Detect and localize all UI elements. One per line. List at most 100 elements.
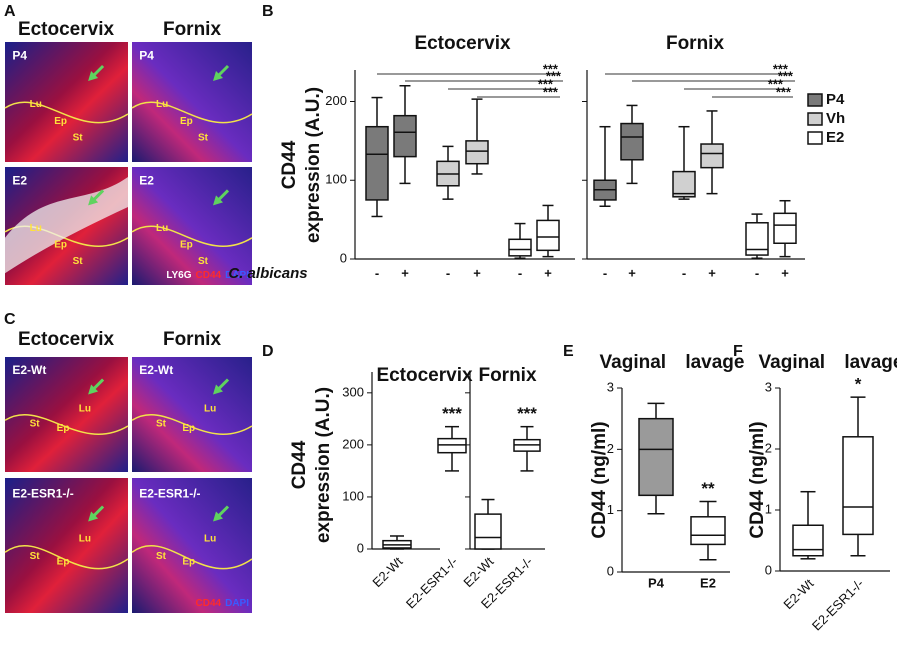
arrow-head — [88, 511, 99, 522]
box — [474, 513, 502, 550]
arrow-head — [213, 195, 223, 206]
box — [365, 125, 389, 201]
tissue-boundary — [131, 101, 253, 124]
tissue-boundary — [4, 101, 129, 124]
significance: *** — [442, 404, 462, 423]
box — [465, 140, 489, 165]
x-tick-label: E2-Wt — [780, 576, 816, 612]
y-tick-label: 0 — [607, 563, 614, 578]
box — [393, 114, 417, 158]
legend-label: Vh — [826, 110, 845, 127]
box — [690, 516, 726, 546]
box — [773, 212, 797, 244]
comparison-label: *** — [543, 84, 559, 99]
x-tick-label: - — [446, 265, 450, 280]
x-tick-label: - — [518, 265, 522, 280]
legend-swatch — [807, 112, 823, 126]
x-tick-label: - — [603, 265, 607, 280]
box — [672, 170, 696, 198]
tissue-label: St — [30, 551, 41, 562]
tissue-label: Ep — [54, 116, 67, 127]
panel-label: F — [733, 343, 743, 360]
x-tick-label: E2-Wt — [369, 554, 405, 590]
tissue-label: St — [30, 418, 41, 429]
x-tick-label: - — [375, 265, 379, 280]
y-axis-label: CD44 — [279, 140, 300, 189]
x-tick-label: E2-Wt — [460, 554, 496, 590]
tissue-label: St — [73, 133, 84, 144]
comparison-label: *** — [778, 68, 794, 83]
tissue-label: Lu — [156, 99, 168, 110]
stain-legend-entry: DAPI — [225, 598, 249, 609]
y-tick-label: 0 — [765, 562, 772, 577]
chart-title: Ectocervix — [414, 33, 511, 54]
tissue-label: Lu — [30, 99, 42, 110]
tissue-label: Ep — [57, 423, 70, 434]
y-tick-label: 100 — [325, 172, 347, 187]
legend-swatch — [807, 131, 823, 145]
panel-label: A — [4, 3, 16, 20]
box — [700, 143, 724, 169]
tissue-label: Lu — [79, 403, 91, 414]
tissue-label: Lu — [79, 533, 91, 544]
x-tick-label: + — [401, 265, 409, 280]
chart-title: Fornix — [666, 33, 724, 54]
comparison-label: *** — [538, 76, 554, 91]
tissue-boundary — [4, 413, 129, 435]
condition-label: E2 — [139, 173, 154, 187]
box — [620, 122, 644, 161]
stain-legend-entry: CD44 — [196, 270, 222, 281]
neutrophil-signal — [5, 177, 128, 274]
tissue-label: Ep — [182, 423, 195, 434]
image-column-header: Ectocervix — [18, 19, 115, 40]
box — [842, 436, 874, 536]
arrow-head — [213, 511, 223, 522]
tissue-label: Ep — [57, 556, 70, 567]
x-tick-label: + — [708, 265, 716, 280]
chart-title: Vaginal lavage — [759, 352, 897, 373]
y-axis-label: expression (A.U.) — [303, 87, 324, 243]
condition-label: P4 — [139, 49, 154, 63]
y-tick-label: 2 — [765, 440, 772, 455]
y-tick-label: 0 — [340, 250, 347, 265]
legend-label: P4 — [826, 91, 845, 108]
x-tick-label: E2 — [700, 575, 716, 590]
box — [792, 524, 824, 557]
stain-legend: CD44 DAPI — [196, 598, 250, 609]
box — [508, 238, 532, 257]
tissue-boundary — [131, 225, 253, 247]
image-column-header: Fornix — [163, 329, 221, 350]
box — [745, 222, 769, 256]
condition-label: E2-Wt — [12, 363, 46, 377]
chart-title: Ectocervix — [376, 365, 473, 386]
chart-title: Vaginal lavage — [600, 352, 745, 373]
chart-title: Fornix — [478, 365, 536, 386]
condition-label: E2-Wt — [139, 363, 173, 377]
arrow-head — [88, 384, 99, 395]
arrow-head — [88, 195, 99, 206]
tissue-label: St — [156, 418, 167, 429]
y-tick-label: 3 — [765, 379, 772, 394]
comparison-label: *** — [546, 68, 562, 83]
arrow-head — [213, 384, 223, 395]
y-axis-label: expression (A.U.) — [313, 387, 334, 543]
x-tick-label: + — [628, 265, 636, 280]
arrow-head — [88, 71, 99, 81]
tissue-label: St — [73, 256, 84, 267]
stain-legend: LY6G CD44 DAPI — [166, 270, 249, 281]
comparison-label: *** — [543, 61, 559, 76]
y-axis-label: CD44 — [289, 440, 310, 489]
stain-legend-entry: LY6G — [166, 270, 191, 281]
stain-legend-entry: DAPI — [225, 270, 249, 281]
x-tick-label: + — [781, 265, 789, 280]
y-axis-label: CD44 (ng/ml) — [747, 421, 768, 538]
condition-label: E2-ESR1-/- — [12, 486, 73, 500]
image-column-header: Fornix — [163, 19, 221, 40]
legend-swatch — [807, 93, 823, 107]
condition-label: E2 — [12, 173, 27, 187]
tissue-label: Ep — [180, 116, 193, 127]
tissue-label: Ep — [180, 240, 193, 251]
y-tick-label: 300 — [342, 384, 364, 399]
box — [638, 417, 674, 497]
